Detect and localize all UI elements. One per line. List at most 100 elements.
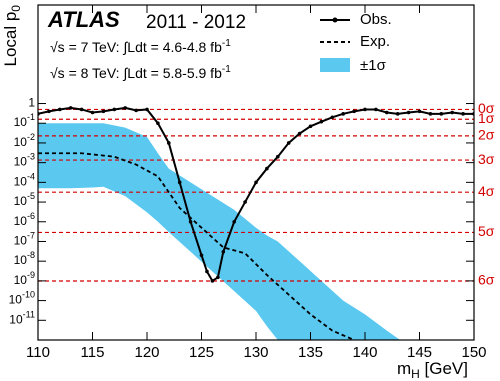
point — [205, 269, 209, 274]
y-tick-exponent: -10 — [22, 290, 35, 300]
y-tick-label: 1 — [28, 96, 35, 110]
y-tick-exponent: -8 — [27, 251, 35, 261]
sigma-label: 0σ — [478, 100, 495, 116]
y-tick-exponent: -11 — [23, 310, 35, 320]
y-label-sub: 0 — [9, 5, 23, 12]
x-axis-label: mH [GeV] — [397, 359, 468, 381]
y-tick-base: 10 — [14, 253, 28, 267]
x-tick-label: 135 — [298, 344, 323, 361]
point — [68, 106, 73, 110]
y-tick-exponent: -6 — [27, 211, 35, 221]
point — [297, 131, 302, 136]
x-label-main: m — [397, 359, 411, 378]
y-tick-label: 10-7 — [14, 231, 35, 248]
y-tick-label: 10-5 — [14, 191, 35, 208]
y-tick-base: 10 — [9, 312, 23, 326]
x-tick-label: 145 — [407, 344, 432, 361]
x-tick-label: 150 — [461, 344, 486, 361]
y-tick-label: 10-4 — [14, 172, 35, 189]
legend-point — [332, 17, 338, 23]
point — [58, 107, 62, 112]
annotation-sup: -1 — [222, 64, 231, 75]
y-tick-label: 10-9 — [14, 270, 35, 287]
point — [177, 180, 182, 185]
point — [461, 112, 465, 116]
point — [199, 253, 204, 258]
x-label-after: [GeV] — [420, 359, 468, 378]
x-tick-label: 140 — [352, 344, 377, 361]
y-tick-label: 10-2 — [14, 132, 35, 149]
y-tick-exponent: -9 — [27, 270, 35, 280]
x-tick-label: 125 — [189, 344, 214, 361]
point — [374, 107, 378, 112]
point — [450, 110, 455, 115]
point — [216, 275, 220, 280]
point — [363, 107, 367, 112]
y-tick-label: 10-10 — [9, 290, 35, 307]
point — [232, 219, 236, 224]
point — [145, 107, 149, 112]
y-tick-label: 10-3 — [14, 152, 35, 169]
point — [112, 107, 117, 112]
sigma-label: 5σ — [478, 223, 495, 239]
series-line — [38, 152, 355, 340]
point — [47, 109, 51, 114]
y-tick-base: 10 — [14, 273, 28, 287]
point — [276, 154, 280, 159]
y-label-main: Local p — [1, 12, 20, 67]
legend-label: Obs. — [360, 11, 392, 28]
annotation-text: √s = 8 TeV: ∫Ldt = 5.8-5.9 fb — [50, 65, 222, 81]
legend-label: Exp. — [360, 33, 390, 50]
x-tick-label: 130 — [243, 344, 268, 361]
point — [352, 109, 356, 114]
y-tick-exponent: -2 — [27, 132, 35, 142]
point — [134, 108, 138, 113]
y-tick-exponent: -5 — [27, 191, 35, 201]
x-tick-label: 110 — [26, 344, 50, 361]
sigma-label: 2σ — [478, 127, 495, 143]
point — [243, 200, 247, 204]
point — [265, 166, 269, 171]
plot-area — [38, 106, 474, 340]
point — [406, 110, 411, 115]
annotation-text: √s = 7 TeV: ∫Ldt = 4.6-4.8 fb — [50, 39, 222, 55]
x-tick-label: 115 — [81, 344, 105, 361]
point — [210, 279, 215, 283]
point — [341, 112, 346, 116]
point — [90, 110, 95, 115]
x-tick-label: 120 — [134, 344, 159, 361]
point — [156, 121, 160, 126]
y-tick-base: 10 — [14, 115, 28, 129]
y-tick-base: 10 — [14, 214, 28, 228]
y-tick-exponent: -1 — [27, 113, 35, 123]
y-tick-exponent: -4 — [27, 172, 35, 182]
y-tick-base: 10 — [14, 194, 28, 208]
y-tick-exponent: -3 — [27, 152, 35, 162]
annotation: √s = 7 TeV: ∫Ldt = 4.6-4.8 fb-1 — [50, 38, 231, 55]
point — [188, 219, 193, 224]
point — [417, 109, 422, 114]
point — [221, 249, 226, 254]
x-label-sub: H — [411, 367, 420, 381]
y-tick-label: 10-6 — [14, 211, 35, 228]
point — [428, 112, 433, 116]
point — [123, 106, 127, 110]
point — [286, 141, 291, 145]
point — [439, 112, 444, 116]
band — [38, 123, 409, 340]
y-tick-label: 10-1 — [14, 113, 35, 130]
point — [167, 141, 171, 145]
y-tick-base: 10 — [14, 175, 28, 189]
point — [395, 112, 400, 116]
sigma-label: 3σ — [478, 151, 495, 167]
point — [308, 124, 313, 129]
y-tick-base: 10 — [14, 234, 28, 248]
point — [79, 107, 84, 112]
y-tick-base: 10 — [14, 155, 28, 169]
sigma-label: 6σ — [478, 272, 495, 288]
y-tick-base: 10 — [9, 293, 23, 307]
legend-band — [320, 58, 350, 72]
period: 2011 - 2012 — [146, 12, 246, 33]
annotation-sup: -1 — [222, 38, 231, 49]
